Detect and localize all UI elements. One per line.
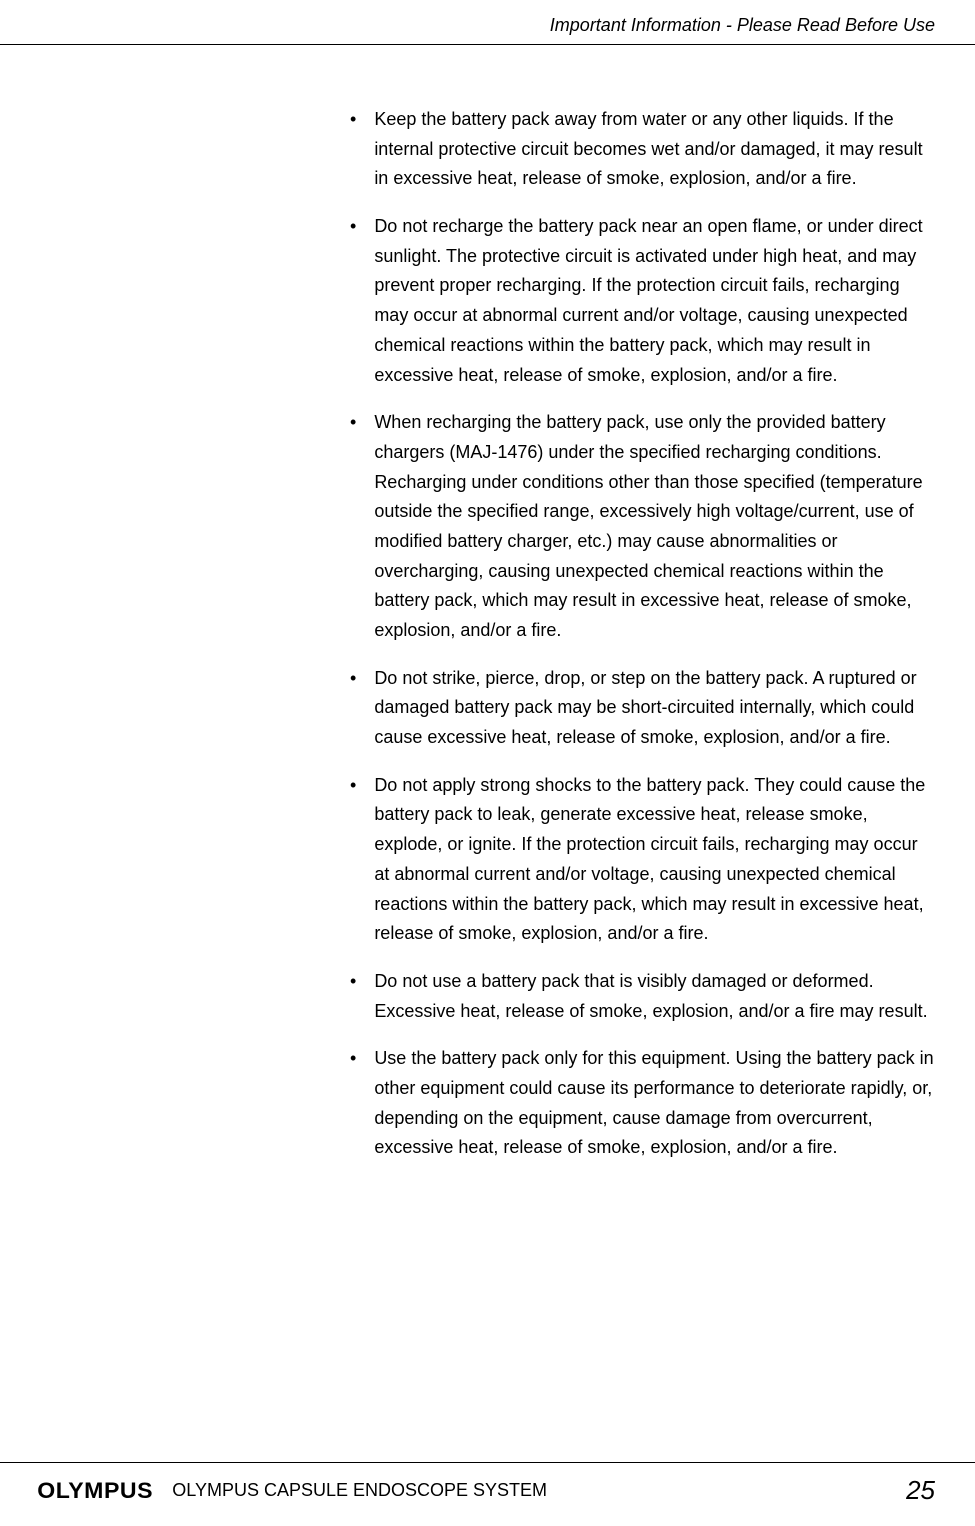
bullet-marker-icon: • bbox=[350, 1044, 356, 1163]
list-item: • Do not use a battery pack that is visi… bbox=[350, 967, 935, 1026]
list-item: • Do not strike, pierce, drop, or step o… bbox=[350, 664, 935, 753]
bullet-text: Do not recharge the battery pack near an… bbox=[374, 212, 935, 390]
olympus-logo: OLYMPUS bbox=[37, 1478, 153, 1504]
bullet-marker-icon: • bbox=[350, 408, 356, 646]
list-item: • Do not apply strong shocks to the batt… bbox=[350, 771, 935, 949]
footer-left: OLYMPUS OLYMPUS CAPSULE ENDOSCOPE SYSTEM bbox=[40, 1478, 547, 1504]
bullet-marker-icon: • bbox=[350, 664, 356, 753]
bullet-marker-icon: • bbox=[350, 771, 356, 949]
list-item: • When recharging the battery pack, use … bbox=[350, 408, 935, 646]
bullet-text: Use the battery pack only for this equip… bbox=[374, 1044, 935, 1163]
page-header: Important Information - Please Read Befo… bbox=[0, 0, 975, 45]
bullet-text: Keep the battery pack away from water or… bbox=[374, 105, 935, 194]
bullet-text: Do not apply strong shocks to the batter… bbox=[374, 771, 935, 949]
bullet-marker-icon: • bbox=[350, 105, 356, 194]
bullet-marker-icon: • bbox=[350, 212, 356, 390]
bullet-marker-icon: • bbox=[350, 967, 356, 1026]
page-content: • Keep the battery pack away from water … bbox=[0, 45, 975, 1462]
bullet-list: • Keep the battery pack away from water … bbox=[350, 105, 935, 1163]
page-number: 25 bbox=[906, 1475, 935, 1506]
footer-title: OLYMPUS CAPSULE ENDOSCOPE SYSTEM bbox=[172, 1480, 547, 1501]
page-container: Important Information - Please Read Befo… bbox=[0, 0, 975, 1526]
bullet-text: Do not strike, pierce, drop, or step on … bbox=[374, 664, 935, 753]
header-title: Important Information - Please Read Befo… bbox=[550, 15, 935, 35]
bullet-text: Do not use a battery pack that is visibl… bbox=[374, 967, 935, 1026]
list-item: • Do not recharge the battery pack near … bbox=[350, 212, 935, 390]
bullet-text: When recharging the battery pack, use on… bbox=[374, 408, 935, 646]
page-footer: OLYMPUS OLYMPUS CAPSULE ENDOSCOPE SYSTEM… bbox=[0, 1462, 975, 1526]
list-item: • Use the battery pack only for this equ… bbox=[350, 1044, 935, 1163]
list-item: • Keep the battery pack away from water … bbox=[350, 105, 935, 194]
